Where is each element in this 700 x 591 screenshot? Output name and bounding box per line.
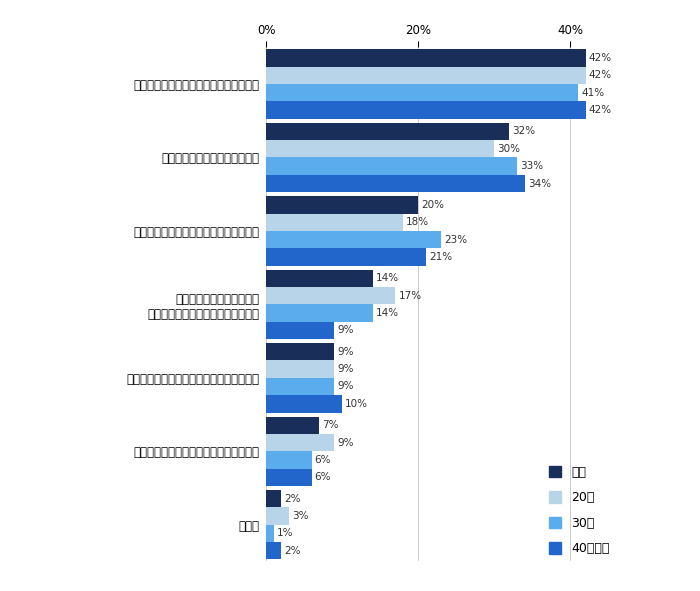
Text: 9%: 9% xyxy=(337,347,354,357)
Bar xyxy=(266,417,319,434)
Bar xyxy=(266,322,335,339)
Bar xyxy=(266,157,517,175)
Bar xyxy=(266,102,586,119)
Bar xyxy=(266,343,335,361)
Bar xyxy=(266,434,335,452)
Text: 42%: 42% xyxy=(589,53,612,63)
Text: 14%: 14% xyxy=(376,273,399,283)
Bar xyxy=(266,469,312,486)
Bar xyxy=(266,490,281,507)
Text: 17%: 17% xyxy=(398,291,421,301)
Text: 30%: 30% xyxy=(497,144,520,154)
Text: 7%: 7% xyxy=(322,420,339,430)
Bar xyxy=(266,140,494,157)
Bar xyxy=(266,196,418,213)
Text: 18%: 18% xyxy=(406,217,429,227)
Bar xyxy=(266,361,335,378)
Bar xyxy=(266,67,586,84)
Text: 20%: 20% xyxy=(421,200,444,210)
Text: 2%: 2% xyxy=(284,545,301,556)
Text: 3%: 3% xyxy=(292,511,309,521)
Bar xyxy=(266,84,578,102)
Bar xyxy=(266,378,335,395)
Bar xyxy=(266,525,274,542)
Bar xyxy=(266,269,372,287)
Bar xyxy=(266,175,525,192)
Text: 14%: 14% xyxy=(376,308,399,318)
Bar xyxy=(266,287,396,304)
Text: 9%: 9% xyxy=(337,326,354,336)
Text: 9%: 9% xyxy=(337,364,354,374)
Legend: 全体, 20代, 30代, 40代以上: 全体, 20代, 30代, 40代以上 xyxy=(549,466,610,555)
Bar xyxy=(266,304,372,322)
Text: 34%: 34% xyxy=(528,178,551,189)
Text: 42%: 42% xyxy=(589,70,612,80)
Bar xyxy=(266,395,342,413)
Text: 21%: 21% xyxy=(429,252,452,262)
Text: 2%: 2% xyxy=(284,493,301,504)
Text: 32%: 32% xyxy=(512,126,536,137)
Text: 23%: 23% xyxy=(444,235,467,245)
Text: 9%: 9% xyxy=(337,437,354,447)
Text: 6%: 6% xyxy=(315,455,331,465)
Bar xyxy=(266,542,281,560)
Bar xyxy=(266,49,586,67)
Bar xyxy=(266,231,441,248)
Text: 9%: 9% xyxy=(337,382,354,391)
Bar xyxy=(266,452,312,469)
Bar xyxy=(266,213,403,231)
Text: 1%: 1% xyxy=(276,528,293,538)
Text: 42%: 42% xyxy=(589,105,612,115)
Text: 33%: 33% xyxy=(520,161,543,171)
Bar xyxy=(266,123,510,140)
Bar xyxy=(266,248,426,265)
Text: 41%: 41% xyxy=(581,87,604,98)
Text: 6%: 6% xyxy=(315,472,331,482)
Text: 10%: 10% xyxy=(345,399,368,409)
Bar xyxy=(266,507,289,525)
